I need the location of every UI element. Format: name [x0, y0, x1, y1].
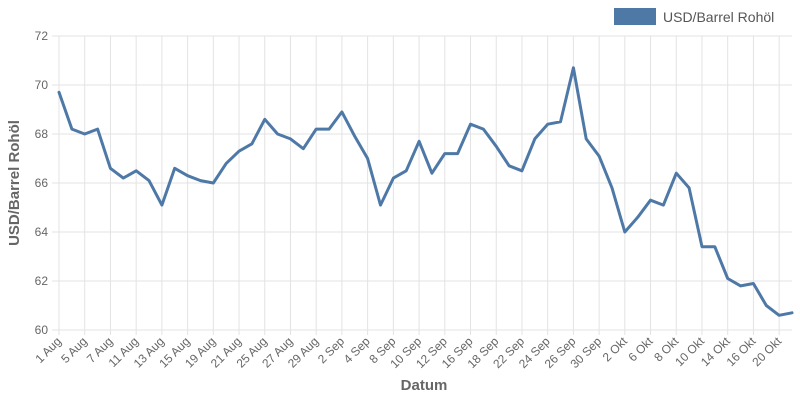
data-point[interactable] [739, 284, 743, 288]
data-point[interactable] [391, 176, 395, 180]
grid [52, 35, 792, 335]
data-point[interactable] [533, 137, 537, 141]
data-point[interactable] [571, 66, 575, 70]
data-point[interactable] [96, 127, 100, 131]
y-tick-label: 64 [35, 225, 49, 239]
legend[interactable]: USD/Barrel Rohöl [614, 8, 774, 25]
data-point[interactable] [597, 154, 601, 158]
data-point[interactable] [456, 152, 460, 156]
x-tick-label: 2 Okt [600, 334, 631, 365]
data-point[interactable] [57, 90, 61, 94]
data-point[interactable] [288, 137, 292, 141]
data-point[interactable] [649, 198, 653, 202]
data-point[interactable] [70, 127, 74, 131]
data-point[interactable] [546, 122, 550, 126]
series-line [57, 66, 794, 317]
data-point[interactable] [469, 122, 473, 126]
data-point[interactable] [520, 169, 524, 173]
legend-swatch [614, 8, 656, 25]
data-point[interactable] [404, 169, 408, 173]
data-point[interactable] [263, 117, 267, 121]
data-point[interactable] [301, 147, 305, 151]
data-point[interactable] [443, 152, 447, 156]
data-point[interactable] [661, 203, 665, 207]
data-point[interactable] [481, 127, 485, 131]
data-point[interactable] [250, 142, 254, 146]
data-point[interactable] [108, 166, 112, 170]
data-point[interactable] [378, 203, 382, 207]
y-tick-label: 62 [35, 274, 49, 288]
data-point[interactable] [700, 245, 704, 249]
y-tick-label: 72 [35, 29, 49, 43]
data-point[interactable] [224, 161, 228, 165]
x-tick-label: 5 Aug [58, 334, 90, 366]
data-point[interactable] [83, 132, 87, 136]
y-tick-label: 66 [35, 176, 49, 190]
data-point[interactable] [211, 181, 215, 185]
legend-label: USD/Barrel Rohöl [663, 9, 774, 25]
data-point[interactable] [494, 144, 498, 148]
data-point[interactable] [147, 179, 151, 183]
data-point[interactable] [610, 186, 614, 190]
data-point[interactable] [327, 127, 331, 131]
x-tick-label: 4 Sep [341, 334, 373, 366]
x-tick-label: 6 Okt [625, 334, 656, 365]
y-tick-label: 60 [35, 323, 49, 337]
data-point[interactable] [584, 137, 588, 141]
data-point[interactable] [674, 171, 678, 175]
data-point[interactable] [559, 120, 563, 124]
data-point[interactable] [276, 132, 280, 136]
data-point[interactable] [751, 281, 755, 285]
data-point[interactable] [353, 134, 357, 138]
data-point[interactable] [507, 164, 511, 168]
y-axis-ticks: 60 62 64 66 68 70 72 [35, 29, 49, 337]
x-tick-label: 1 Aug [33, 334, 65, 366]
data-point[interactable] [623, 230, 627, 234]
data-point[interactable] [134, 169, 138, 173]
data-point[interactable] [764, 304, 768, 308]
data-point[interactable] [713, 245, 717, 249]
data-point[interactable] [237, 149, 241, 153]
x-tick-label: 2 Sep [315, 334, 347, 366]
data-point[interactable] [430, 171, 434, 175]
data-point[interactable] [173, 166, 177, 170]
data-point[interactable] [121, 176, 125, 180]
data-point[interactable] [636, 215, 640, 219]
x-tick-label: 20 Okt [749, 334, 784, 369]
x-axis-title: Datum [401, 377, 448, 394]
data-point[interactable] [340, 110, 344, 114]
data-point[interactable] [687, 186, 691, 190]
data-point[interactable] [417, 139, 421, 143]
y-tick-label: 70 [35, 78, 49, 92]
data-point[interactable] [198, 179, 202, 183]
data-point[interactable] [777, 313, 781, 317]
series-layer [57, 66, 794, 317]
data-point[interactable] [726, 277, 730, 281]
y-axis-title: USD/Barrel Rohöl [6, 120, 23, 246]
data-point[interactable] [314, 127, 318, 131]
data-point[interactable] [366, 157, 370, 161]
y-tick-label: 68 [35, 127, 49, 141]
data-point[interactable] [790, 311, 794, 315]
data-point[interactable] [186, 174, 190, 178]
data-point[interactable] [160, 203, 164, 207]
